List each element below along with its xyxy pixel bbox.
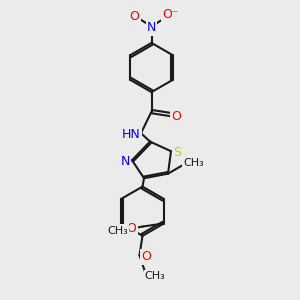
Text: O: O [172,110,181,123]
Text: O: O [127,221,136,235]
Text: CH₃: CH₃ [107,226,128,236]
Text: N: N [147,21,156,34]
Text: O⁻: O⁻ [162,8,178,22]
Text: N: N [121,155,130,168]
Text: CH₃: CH₃ [145,271,166,281]
Text: S: S [174,146,182,159]
Text: HN: HN [122,128,141,141]
Text: O: O [130,10,139,23]
Text: CH₃: CH₃ [183,158,204,168]
Text: O: O [141,250,151,263]
